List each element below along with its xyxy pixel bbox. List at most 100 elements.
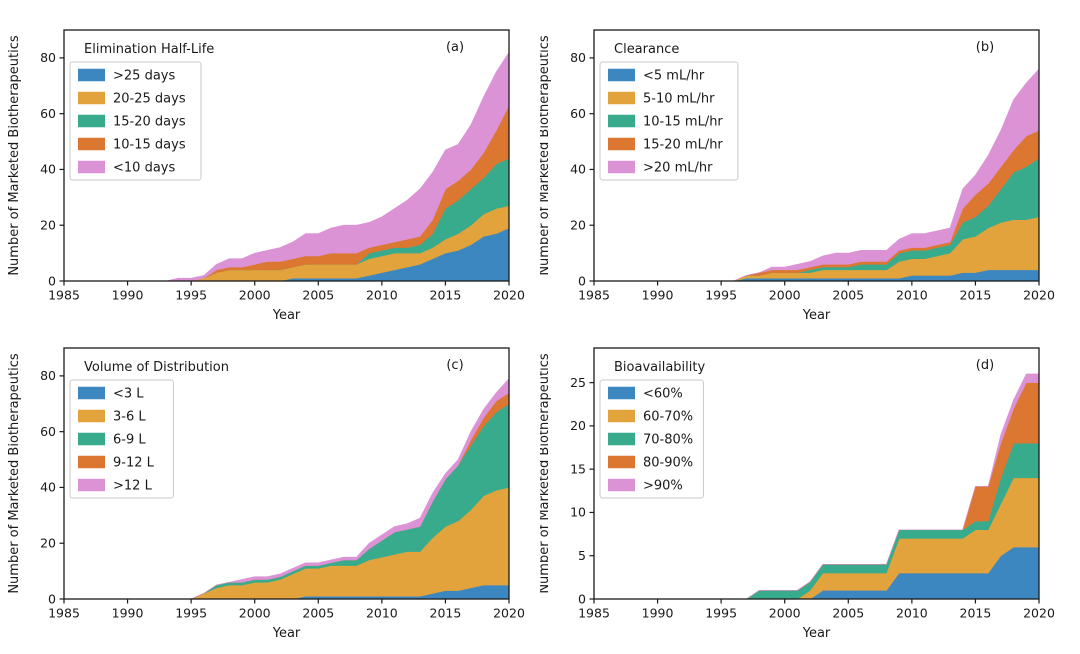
legend-label-70-80: 70-80% bbox=[643, 433, 693, 448]
legend-swatch-20-25-days bbox=[78, 91, 105, 105]
legend-swatch-15-20-ml-hr bbox=[608, 137, 635, 151]
y-tick-label: 20 bbox=[40, 535, 56, 550]
legend-swatch-70-80 bbox=[608, 432, 635, 446]
legend-swatch-20-ml-hr bbox=[608, 160, 635, 174]
y-tick-label: 80 bbox=[40, 368, 56, 383]
y-tick-label: 20 bbox=[570, 418, 586, 433]
y-tick-label: 10 bbox=[570, 505, 586, 520]
x-tick-label: 1985 bbox=[578, 288, 610, 303]
legend-swatch-80-90 bbox=[608, 455, 635, 469]
legend-label-3-l: <3 L bbox=[113, 387, 144, 402]
legend-label-9-12-l: 9-12 L bbox=[113, 456, 155, 471]
y-tick-label: 25 bbox=[570, 375, 586, 390]
x-axis-label: Year bbox=[802, 626, 831, 641]
legend-swatch-10-15-ml-hr bbox=[608, 114, 635, 128]
legend-label-20-ml-hr: >20 mL/hr bbox=[643, 161, 713, 176]
x-tick-label: 1985 bbox=[48, 288, 80, 303]
legend-label-10-days: <10 days bbox=[113, 161, 175, 176]
legend-box bbox=[69, 379, 174, 499]
panel-letter-label: (a) bbox=[446, 40, 464, 55]
x-tick-label: 1990 bbox=[642, 288, 674, 303]
chart-svg-c: 1985 1990 1995 2000 2005 2010 2015 2020 0 20 40 60 8… bbox=[7, 347, 525, 641]
x-axis-label: Year bbox=[802, 308, 831, 323]
x-tick-label: 2005 bbox=[832, 606, 864, 621]
y-tick-label: 80 bbox=[570, 50, 586, 65]
y-tick-label: 0 bbox=[578, 591, 586, 606]
legend-title: Elimination Half-Life bbox=[84, 42, 214, 57]
legend-title: Clearance bbox=[614, 42, 679, 57]
y-axis-label: Number of Marketed Biotherapeutics bbox=[7, 35, 22, 276]
y-tick-label: 40 bbox=[570, 162, 586, 177]
x-tick-label: 1985 bbox=[578, 606, 610, 621]
x-tick-label: 2015 bbox=[430, 288, 462, 303]
legend-label-25-days: >25 days bbox=[113, 69, 175, 84]
axes-box bbox=[593, 347, 1040, 600]
y-tick-label: 80 bbox=[40, 50, 56, 65]
panel-b-clearance: 1985 1990 1995 2000 2005 2010 2015 2020 0 20 40 60 8… bbox=[540, 0, 1080, 327]
x-tick-label: 1995 bbox=[705, 606, 737, 621]
legend-swatch-3-l bbox=[78, 386, 105, 400]
x-tick-label: 1995 bbox=[705, 288, 737, 303]
legend-swatch-12-l bbox=[78, 478, 105, 492]
legend-label-6-9-l: 6-9 L bbox=[113, 433, 146, 448]
x-tick-label: 2005 bbox=[832, 288, 864, 303]
legend-swatch-5-ml-hr bbox=[608, 68, 635, 82]
legend-label-3-6-l: 3-6 L bbox=[113, 410, 146, 425]
y-tick-label: 60 bbox=[570, 106, 586, 121]
y-tick-label: 20 bbox=[40, 217, 56, 232]
x-tick-label: 1990 bbox=[112, 288, 144, 303]
x-axis-label: Year bbox=[272, 308, 301, 323]
chart-svg-d: 1985 1990 1995 2000 2005 2010 2015 2020 0 5 10 15 20… bbox=[540, 347, 1055, 641]
x-tick-label: 2005 bbox=[302, 606, 334, 621]
panel-d-bioavailability: 1985 1990 1995 2000 2005 2010 2015 2020 0 5 10 15 20… bbox=[540, 327, 1080, 654]
panel-letter-label: (b) bbox=[976, 40, 994, 55]
y-axis-label: Number of Marketed Biotherapeutics bbox=[7, 353, 22, 594]
legend-swatch-60 bbox=[608, 386, 635, 400]
x-tick-label: 2020 bbox=[1023, 606, 1055, 621]
x-tick-label: 2015 bbox=[960, 288, 992, 303]
legend-label-60: <60% bbox=[643, 387, 683, 402]
x-tick-label: 1990 bbox=[112, 606, 144, 621]
x-tick-label: 2020 bbox=[493, 288, 525, 303]
y-tick-label: 0 bbox=[48, 273, 56, 288]
chart-svg-b: 1985 1990 1995 2000 2005 2010 2015 2020 0 20 40 60 8… bbox=[540, 29, 1055, 323]
legend-label-15-20-days: 15-20 days bbox=[113, 115, 186, 130]
x-tick-label: 2010 bbox=[366, 288, 398, 303]
x-tick-label: 2000 bbox=[769, 606, 801, 621]
legend-label-20-25-days: 20-25 days bbox=[113, 92, 186, 107]
x-tick-label: 2000 bbox=[239, 606, 271, 621]
legend-swatch-3-6-l bbox=[78, 409, 105, 423]
panel-letter-label: (d) bbox=[976, 358, 994, 373]
legend-title: Volume of Distribution bbox=[84, 360, 229, 375]
x-tick-label: 2010 bbox=[896, 288, 928, 303]
x-axis-label: Year bbox=[272, 626, 301, 641]
x-tick-label: 1985 bbox=[48, 606, 80, 621]
x-tick-label: 2020 bbox=[1023, 288, 1055, 303]
chart-svg-a: 1985 1990 1995 2000 2005 2010 2015 2020 0 20 40 60 8… bbox=[7, 29, 525, 323]
x-tick-label: 2015 bbox=[960, 606, 992, 621]
legend-swatch-5-10-ml-hr bbox=[608, 91, 635, 105]
y-tick-label: 40 bbox=[40, 480, 56, 495]
legend-label-10-15-days: 10-15 days bbox=[113, 138, 186, 153]
axes-box bbox=[63, 29, 510, 282]
x-tick-label: 2015 bbox=[430, 606, 462, 621]
legend-swatch-10-15-days bbox=[78, 137, 105, 151]
y-tick-label: 0 bbox=[578, 273, 586, 288]
legend-label-5-10-ml-hr: 5-10 mL/hr bbox=[643, 92, 715, 107]
legend-title: Bioavailability bbox=[614, 360, 705, 375]
y-axis-label: Number of Marketed Biotherapeutics bbox=[540, 353, 552, 594]
axes-box bbox=[63, 347, 510, 600]
x-tick-label: 2020 bbox=[493, 606, 525, 621]
x-tick-label: 2000 bbox=[769, 288, 801, 303]
legend-label-60-70: 60-70% bbox=[643, 410, 693, 425]
legend-label-80-90: 80-90% bbox=[643, 456, 693, 471]
y-tick-label: 0 bbox=[48, 591, 56, 606]
legend-box bbox=[69, 61, 202, 181]
x-tick-label: 1995 bbox=[175, 288, 207, 303]
y-tick-label: 60 bbox=[40, 424, 56, 439]
legend-swatch-6-9-l bbox=[78, 432, 105, 446]
legend-swatch-60-70 bbox=[608, 409, 635, 423]
legend-swatch-9-12-l bbox=[78, 455, 105, 469]
legend-swatch-25-days bbox=[78, 68, 105, 82]
